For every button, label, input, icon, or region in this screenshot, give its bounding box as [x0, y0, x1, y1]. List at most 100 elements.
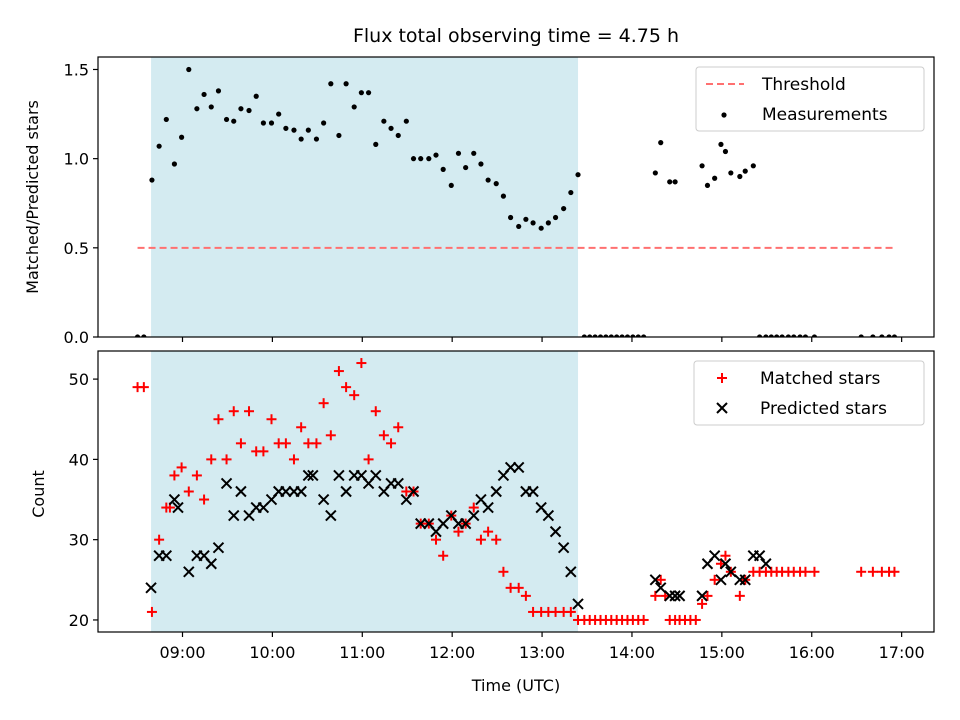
matched-star-point: [453, 526, 464, 537]
measurement-point: [358, 90, 364, 96]
measurement-point: [742, 168, 748, 174]
measurement-point: [186, 66, 192, 73]
matched-star-point: [169, 470, 180, 481]
measurement-point: [886, 334, 892, 337]
matched-star-point: [363, 454, 374, 465]
matched-star-point: [565, 606, 576, 617]
matched-star-point: [176, 462, 187, 473]
predicted-star-point: [753, 550, 766, 562]
measurement-point: [768, 334, 774, 337]
x-tick-label: 14:00: [609, 643, 655, 662]
measurement-point: [373, 141, 379, 147]
matched-star-point: [709, 574, 720, 585]
bottom-y-axis-label: Count: [29, 470, 48, 518]
measurement-point: [597, 334, 604, 337]
bottom-axes-frame: [97, 350, 935, 633]
matched-star-point: [430, 534, 441, 545]
matched-star-point: [138, 382, 149, 393]
matched-star-point: [438, 550, 449, 561]
y-tick-label: 30: [69, 531, 89, 550]
matched-star-point: [475, 534, 486, 545]
measurement-point: [630, 334, 636, 337]
measurement-point: [728, 170, 734, 176]
measurement-point: [592, 334, 598, 337]
measurement-point: [516, 223, 522, 230]
matched-star-point: [146, 606, 157, 617]
measurement-point: [858, 334, 864, 337]
predicted-star-point: [760, 558, 772, 570]
predicted-star-point: [490, 485, 502, 498]
measurement-point: [440, 166, 446, 172]
matched-star-point: [258, 446, 269, 457]
matched-star-point: [280, 438, 291, 449]
predicted-star-point: [205, 558, 217, 570]
legend-label: Predicted stars: [760, 399, 887, 419]
x-axis-label: Time (UTC): [471, 676, 560, 695]
measurement-point: [552, 214, 559, 221]
measurement-point: [523, 216, 529, 222]
predicted-star-point: [325, 509, 337, 522]
predicted-star-point: [415, 517, 427, 530]
top-axes-frame: [97, 56, 935, 338]
measurement-point: [223, 116, 230, 123]
measurement-point: [704, 182, 711, 189]
measurement-point: [238, 106, 244, 112]
predicted-star-point: [407, 485, 420, 498]
legend-matched-swatch: [717, 373, 727, 383]
matched-star-point: [221, 454, 232, 465]
measurement-point: [811, 334, 818, 337]
predicted-star-point: [708, 550, 721, 562]
predicted-star-point: [715, 574, 727, 586]
bottom-legend: Matched stars Predicted stars: [693, 360, 925, 426]
measurement-point: [471, 150, 477, 156]
predicted-star-point: [333, 469, 345, 482]
matched-star-point: [183, 486, 194, 497]
matched-star-point: [655, 574, 666, 585]
measurement-point: [802, 334, 809, 337]
measurement-point: [268, 120, 275, 126]
predicted-star-point: [340, 485, 352, 498]
measurement-point: [321, 120, 327, 126]
measurement-point: [208, 104, 214, 110]
predicted-star-point: [183, 566, 195, 578]
matched-star-point: [483, 526, 494, 537]
measurement-point: [149, 177, 155, 183]
matched-star-point: [296, 422, 307, 433]
predicted-star-point: [468, 509, 480, 522]
predicted-star-point: [557, 541, 570, 554]
matched-star-point: [356, 358, 367, 369]
measurement-point: [194, 106, 200, 112]
predicted-star-point: [370, 469, 382, 482]
measurement-point: [722, 148, 729, 155]
matched-star-point: [513, 582, 524, 593]
predicted-star-point: [549, 525, 562, 538]
predicted-star-point: [504, 461, 517, 474]
legend-box: [695, 66, 925, 132]
matched-star-point: [199, 494, 210, 505]
measurement-point: [672, 179, 678, 185]
measurement-point: [433, 152, 439, 158]
predicted-star-point: [739, 574, 751, 586]
matched-star-point: [288, 454, 299, 465]
measurement-point: [313, 136, 320, 142]
measurement-point: [785, 334, 791, 337]
measurement-point: [134, 334, 141, 337]
matched-star-point: [520, 590, 531, 601]
x-tick-label: 09:00: [159, 643, 205, 662]
measurement-point: [603, 334, 609, 337]
measurement-point: [624, 334, 631, 337]
matched-star-point: [468, 502, 479, 513]
measurement-point: [891, 334, 898, 337]
measurement-point: [575, 172, 581, 178]
predicted-star-point: [719, 558, 732, 570]
matched-star-point: [228, 406, 239, 417]
measurement-point: [763, 334, 769, 337]
predicted-star-point: [145, 582, 157, 594]
x-tick-label: 11:00: [339, 643, 385, 662]
measurement-point: [276, 111, 282, 117]
legend-label: Threshold: [761, 75, 846, 95]
measurement-point: [879, 334, 885, 337]
predicted-star-point: [392, 477, 404, 490]
measurement-point: [253, 93, 259, 99]
measurement-point: [619, 334, 625, 337]
